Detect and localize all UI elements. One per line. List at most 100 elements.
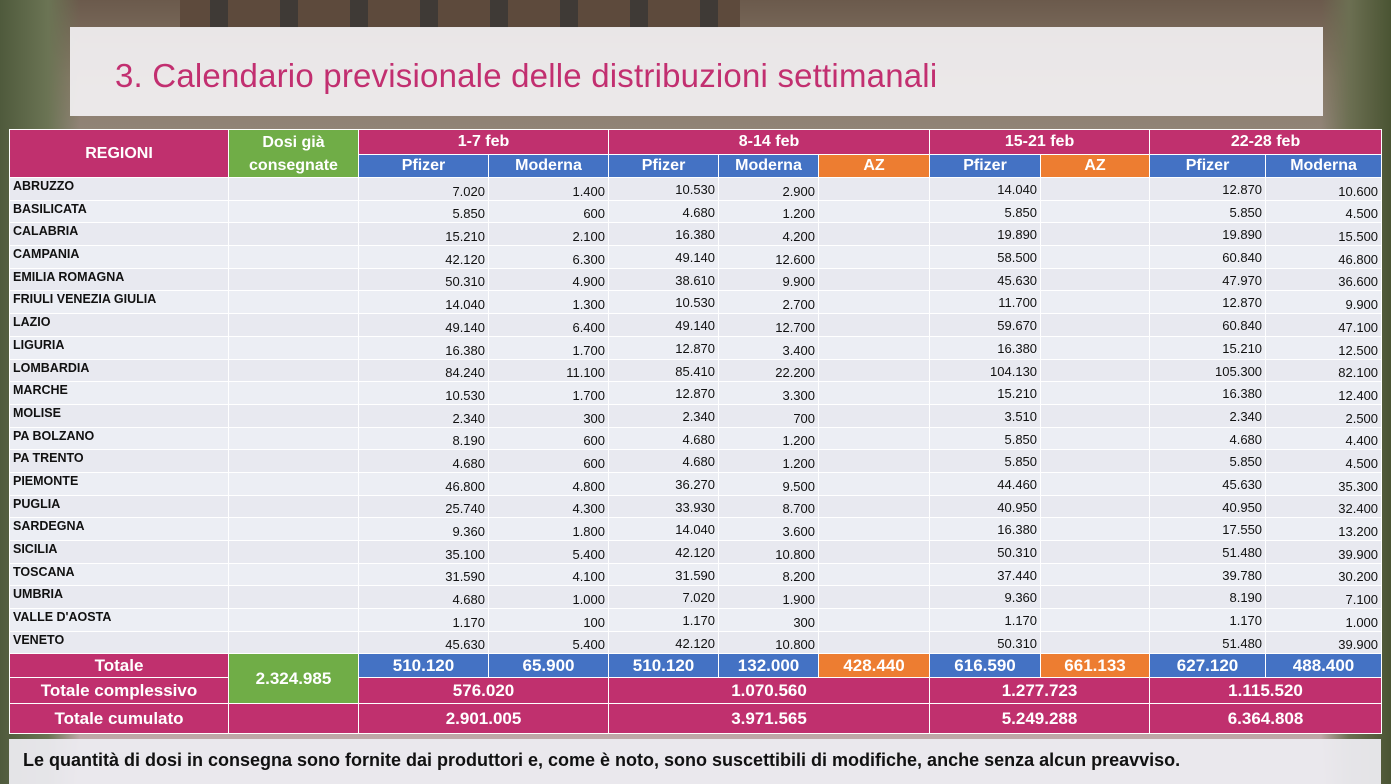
table-body: ABRUZZO 7.020 1.400 10.530 2.900 14.040 12.870…	[9, 177, 1383, 655]
pfizer-week3-cell: 16.380	[929, 517, 1042, 541]
az-week2-cell	[818, 471, 931, 496]
moderna-week4-cell: 46.800	[1265, 245, 1383, 269]
moderna-week4-cell: 82.100	[1265, 358, 1383, 383]
pfizer-week4-cell: 8.190	[1149, 585, 1267, 610]
pfizer-week2-cell: 38.610	[608, 267, 720, 292]
pfizer-week3-cell: 59.670	[929, 313, 1042, 337]
az-week2-cell	[818, 517, 931, 541]
az-week2-cell	[818, 585, 931, 610]
pfizer-week2-cell: 12.870	[608, 335, 720, 360]
pfizer-week1-cell: 10.530	[358, 381, 489, 405]
dosi-consegnate-cell	[228, 562, 359, 587]
region-name: LIGURIA	[9, 335, 229, 360]
pfizer-week4-cell: 40.950	[1149, 494, 1267, 519]
region-name: PUGLIA	[9, 494, 229, 519]
region-name: LAZIO	[9, 313, 229, 337]
table-row: LAZIO 49.140 6.400 49.140 12.700 59.670 60.840…	[9, 313, 1383, 337]
moderna-week2-cell: 3.600	[718, 517, 820, 541]
moderna-week4-cell: 39.900	[1265, 540, 1383, 564]
pfizer-week3-cell: 50.310	[929, 630, 1042, 655]
table-row: LOMBARDIA 84.240 11.100 85.410 22.200 104.130…	[9, 358, 1383, 383]
pfizer-week3-cell: 5.850	[929, 426, 1042, 451]
pfizer-week1-cell: 1.170	[358, 608, 489, 632]
pfizer-week4-cell: 5.850	[1149, 449, 1267, 473]
region-name: ABRUZZO	[9, 177, 229, 201]
slide-title: 3. Calendario previsionale delle distrib…	[115, 57, 938, 94]
region-name: PA BOLZANO	[9, 426, 229, 451]
pfizer-week1-cell: 31.590	[358, 562, 489, 587]
totale-pfizer-4: 627.120	[1149, 653, 1267, 679]
az-week2-cell	[818, 290, 931, 315]
totale-cumulato-3: 5.249.288	[929, 703, 1151, 735]
totale-moderna-2: 132.000	[718, 653, 820, 679]
az-week3-cell	[1040, 517, 1151, 541]
totale-complessivo-3: 1.277.723	[929, 677, 1151, 705]
moderna-week1-cell: 4.100	[487, 562, 610, 587]
moderna-week4-cell: 12.500	[1265, 335, 1383, 360]
pfizer-week2-cell: 4.680	[608, 449, 720, 473]
table-row: SICILIA 35.100 5.400 42.120 10.800 50.310 51.4…	[9, 540, 1383, 564]
moderna-week1-cell: 1.700	[487, 381, 610, 405]
moderna-week1-cell: 600	[487, 199, 610, 224]
header-moderna: Moderna	[1265, 154, 1383, 178]
pfizer-week3-cell: 19.890	[929, 222, 1042, 247]
moderna-week1-cell: 600	[487, 449, 610, 473]
dosi-consegnate-cell	[228, 313, 359, 337]
header-dosi-consegnate: Dosi già consegnate	[228, 129, 359, 178]
header-moderna: Moderna	[718, 154, 820, 178]
totale-cumulato-1: 2.901.005	[357, 703, 610, 735]
pfizer-week4-cell: 19.890	[1149, 222, 1267, 247]
header-pfizer: Pfizer	[608, 154, 720, 178]
az-week2-cell	[818, 267, 931, 292]
dosi-consegnate-cell	[228, 267, 359, 292]
moderna-week4-cell: 30.200	[1265, 562, 1383, 587]
pfizer-week1-cell: 42.120	[358, 245, 489, 269]
table-row: PA BOLZANO 8.190 600 4.680 1.200 5.850 4.680 4.…	[9, 426, 1383, 451]
moderna-week4-cell: 47.100	[1265, 313, 1383, 337]
pfizer-week1-cell: 49.140	[358, 313, 489, 337]
moderna-week2-cell: 22.200	[718, 358, 820, 383]
moderna-week4-cell: 1.000	[1265, 608, 1383, 632]
moderna-week1-cell: 6.400	[487, 313, 610, 337]
pfizer-week3-cell: 37.440	[929, 562, 1042, 587]
pfizer-week4-cell: 47.970	[1149, 267, 1267, 292]
moderna-week4-cell: 2.500	[1265, 403, 1383, 428]
header-pfizer: Pfizer	[358, 154, 489, 178]
moderna-week1-cell: 2.100	[487, 222, 610, 247]
totale-label: Totale	[9, 653, 229, 679]
header-pfizer: Pfizer	[1149, 154, 1267, 178]
moderna-week1-cell: 4.900	[487, 267, 610, 292]
moderna-week2-cell: 3.400	[718, 335, 820, 360]
pfizer-week4-cell: 12.870	[1149, 290, 1267, 315]
dosi-consegnate-cell	[228, 199, 359, 224]
pfizer-week2-cell: 42.120	[608, 630, 720, 655]
moderna-week2-cell: 2.700	[718, 290, 820, 315]
table-row: SARDEGNA 9.360 1.800 14.040 3.600 16.380 17.55…	[9, 517, 1383, 541]
distribution-table: REGIONI Dosi già consegnate 1-7 feb 8-14…	[9, 129, 1383, 735]
table-row: LIGURIA 16.380 1.700 12.870 3.400 16.380 15.21…	[9, 335, 1383, 360]
pfizer-week4-cell: 16.380	[1149, 381, 1267, 405]
pfizer-week4-cell: 51.480	[1149, 540, 1267, 564]
az-week2-cell	[818, 381, 931, 405]
moderna-week1-cell: 1.800	[487, 517, 610, 541]
pfizer-week3-cell: 15.210	[929, 381, 1042, 405]
dosi-consegnate-cell	[228, 449, 359, 473]
region-name: BASILICATA	[9, 199, 229, 224]
az-week2-cell	[818, 494, 931, 519]
pfizer-week2-cell: 33.930	[608, 494, 720, 519]
moderna-week2-cell: 1.200	[718, 449, 820, 473]
pfizer-week3-cell: 5.850	[929, 449, 1042, 473]
moderna-week2-cell: 8.700	[718, 494, 820, 519]
pfizer-week4-cell: 2.340	[1149, 403, 1267, 428]
header-az: AZ	[1040, 154, 1151, 178]
region-name: CALABRIA	[9, 222, 229, 247]
dosi-consegnate-cell	[228, 290, 359, 315]
moderna-week2-cell: 300	[718, 608, 820, 632]
az-week3-cell	[1040, 358, 1151, 383]
totale-complessivo-2: 1.070.560	[608, 677, 931, 705]
az-week3-cell	[1040, 199, 1151, 224]
pfizer-week1-cell: 8.190	[358, 426, 489, 451]
header-moderna: Moderna	[487, 154, 610, 178]
pfizer-week2-cell: 49.140	[608, 245, 720, 269]
totale-dosi-consegnate: 2.324.985	[228, 653, 359, 705]
